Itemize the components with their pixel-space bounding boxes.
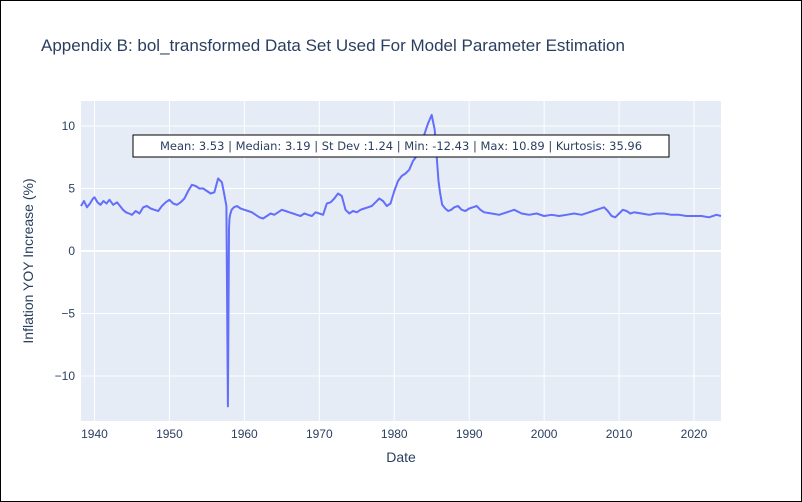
- y-tick-label: 10: [62, 119, 76, 133]
- y-tick-label: −5: [61, 307, 75, 321]
- x-tick-label: 2010: [606, 427, 633, 441]
- y-axis-title: Inflation YOY Increase (%): [20, 178, 36, 343]
- x-tick-labels: 1940 1950 1960 1970 1980 1990 2000 2010 2020: [81, 427, 708, 441]
- stats-annotation: Mean: 3.53 | Median: 3.19 | St Dev :1.24…: [132, 134, 670, 158]
- y-tick-label: 0: [68, 244, 75, 258]
- series-line: [80, 113, 722, 408]
- x-tick-label: 2000: [531, 427, 558, 441]
- x-tick-label: 2020: [681, 427, 708, 441]
- x-tick-label: 1970: [306, 427, 333, 441]
- y-tick-label: 5: [68, 182, 75, 196]
- stats-annotation-text: Mean: 3.53 | Median: 3.19 | St Dev :1.24…: [160, 139, 642, 153]
- chart-title: Appendix B: bol_transformed Data Set Use…: [41, 36, 625, 55]
- x-tick-label: 1940: [81, 427, 108, 441]
- x-tick-label: 1960: [231, 427, 258, 441]
- stats-annotation-box: [132, 134, 670, 158]
- y-tick-labels: −10 −5 0 5 10: [55, 119, 76, 383]
- x-tick-label: 1990: [456, 427, 483, 441]
- x-tick-label: 1950: [156, 427, 183, 441]
- x-tick-label: 1980: [381, 427, 408, 441]
- y-gridlines: [81, 125, 721, 377]
- x-axis-title: Date: [386, 449, 416, 465]
- y-tick-label: −10: [55, 369, 76, 383]
